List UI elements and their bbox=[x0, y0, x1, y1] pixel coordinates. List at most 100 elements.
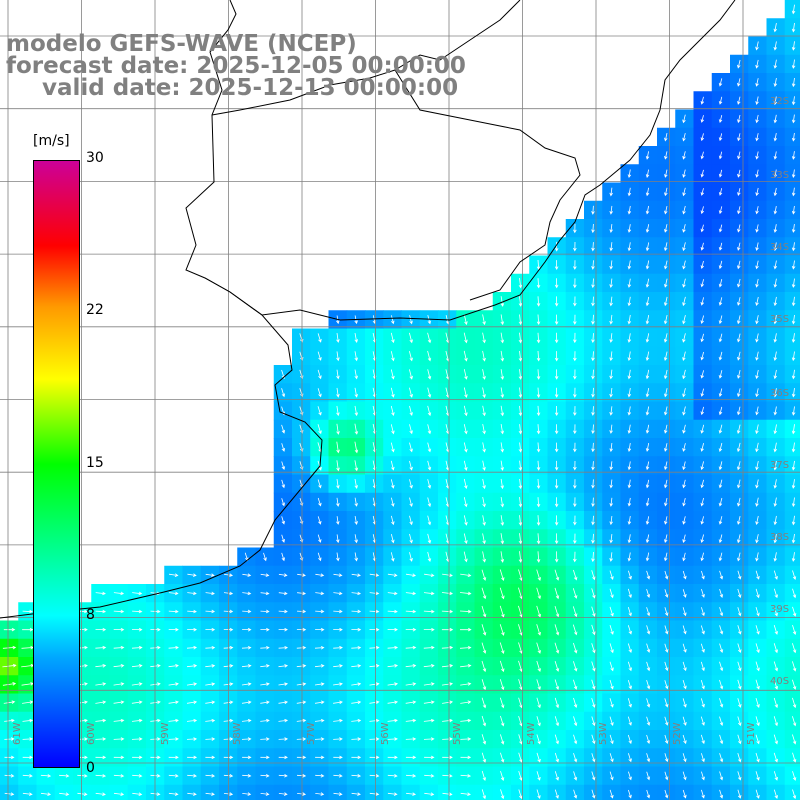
wind-arrow bbox=[333, 645, 343, 650]
wind-speed-cell bbox=[383, 784, 402, 800]
wind-arrow bbox=[4, 755, 15, 760]
wind-arrow bbox=[792, 661, 797, 672]
wind-arrow bbox=[463, 369, 468, 380]
wind-arrow bbox=[317, 534, 322, 543]
wind-arrow bbox=[591, 606, 596, 617]
wind-arrow bbox=[441, 664, 454, 668]
wind-arrow bbox=[791, 4, 796, 15]
wind-arrow bbox=[700, 351, 704, 361]
wind-arrow bbox=[297, 792, 307, 796]
wind-arrow bbox=[645, 497, 650, 507]
wind-arrow bbox=[609, 479, 613, 489]
wind-arrow bbox=[278, 682, 289, 686]
wind-arrow bbox=[737, 625, 742, 635]
wind-arrow bbox=[627, 716, 632, 726]
wind-arrow bbox=[518, 296, 523, 307]
wind-arrow bbox=[536, 734, 541, 745]
wind-arrow bbox=[241, 645, 252, 650]
wind-arrow bbox=[518, 442, 523, 453]
wind-arrow bbox=[773, 388, 778, 398]
wind-arrow bbox=[131, 718, 143, 723]
wind-arrow bbox=[333, 627, 343, 632]
wind-arrow bbox=[482, 350, 486, 362]
wind-arrow bbox=[791, 278, 796, 288]
wind-arrow bbox=[536, 605, 542, 618]
wind-arrow bbox=[131, 737, 143, 741]
wind-arrow bbox=[609, 716, 614, 727]
wind-arrow bbox=[536, 369, 541, 380]
wind-arrow bbox=[792, 752, 797, 763]
wind-arrow bbox=[390, 387, 395, 398]
wind-arrow bbox=[591, 570, 596, 581]
wind-arrow bbox=[500, 533, 505, 545]
wind-arrow bbox=[554, 587, 560, 600]
wind-arrow bbox=[241, 737, 252, 741]
wind-arrow bbox=[481, 660, 487, 673]
wind-arrow bbox=[205, 645, 216, 650]
wind-arrow bbox=[427, 442, 432, 453]
wind-arrow bbox=[791, 114, 796, 124]
wind-arrow bbox=[572, 606, 578, 618]
wind-speed-cell bbox=[784, 73, 800, 92]
wind-arrow bbox=[518, 424, 523, 435]
wind-arrow bbox=[463, 515, 468, 526]
wind-speed-cell bbox=[365, 784, 384, 800]
wind-arrow bbox=[773, 679, 779, 690]
wind-arrow bbox=[773, 643, 778, 654]
wind-arrow bbox=[755, 206, 759, 215]
wind-arrow bbox=[463, 387, 468, 399]
wind-arrow bbox=[351, 645, 362, 650]
wind-arrow bbox=[700, 625, 705, 635]
wind-arrow bbox=[536, 624, 541, 636]
wind-arrow bbox=[499, 587, 505, 600]
wind-arrow bbox=[718, 188, 723, 196]
wind-arrow bbox=[791, 296, 796, 307]
wind-arrow bbox=[500, 497, 505, 508]
wind-arrow bbox=[168, 645, 179, 650]
wind-arrow bbox=[463, 350, 468, 362]
wind-arrow bbox=[351, 682, 362, 686]
wind-speed-cell bbox=[784, 146, 800, 165]
wind-arrow bbox=[391, 315, 395, 325]
lon-label: 53W bbox=[598, 722, 609, 745]
wind-arrow bbox=[481, 715, 487, 727]
wind-arrow bbox=[536, 296, 541, 307]
wind-arrow bbox=[500, 515, 505, 526]
wind-arrow bbox=[609, 314, 613, 325]
wind-arrow bbox=[205, 700, 216, 705]
wind-arrow bbox=[627, 516, 632, 525]
wind-arrow bbox=[792, 624, 797, 635]
wind-arrow bbox=[609, 242, 613, 252]
wind-arrow bbox=[700, 406, 704, 416]
wind-arrow bbox=[718, 151, 723, 160]
wind-arrow bbox=[609, 205, 613, 215]
wind-arrow bbox=[168, 718, 179, 723]
wind-arrow bbox=[664, 661, 669, 672]
wind-arrow bbox=[737, 643, 742, 653]
wind-speed-cell bbox=[784, 127, 800, 147]
wind-arrow bbox=[682, 498, 686, 507]
wind-arrow bbox=[627, 406, 632, 416]
wind-arrow bbox=[500, 369, 505, 380]
wind-arrow bbox=[113, 774, 125, 778]
wind-arrow bbox=[281, 534, 285, 543]
wind-arrow bbox=[317, 351, 322, 361]
wind-arrow bbox=[186, 737, 198, 741]
wind-arrow bbox=[572, 624, 578, 636]
wind-arrow bbox=[536, 478, 541, 490]
wind-arrow bbox=[4, 737, 15, 741]
wind-arrow bbox=[536, 387, 541, 399]
lon-label: 57W bbox=[306, 722, 317, 745]
lat-label: 36S bbox=[770, 388, 790, 399]
wind-arrow bbox=[573, 223, 577, 234]
wind-arrow bbox=[682, 679, 687, 690]
wind-arrow bbox=[482, 515, 486, 526]
wind-arrow bbox=[314, 664, 325, 668]
wind-arrow bbox=[423, 609, 435, 614]
wind-arrow bbox=[755, 442, 759, 453]
wind-arrow bbox=[773, 96, 778, 106]
wind-arrow bbox=[518, 387, 523, 399]
wind-speed-cell bbox=[784, 620, 800, 640]
wind-arrow bbox=[682, 333, 686, 343]
wind-arrow bbox=[314, 700, 325, 705]
